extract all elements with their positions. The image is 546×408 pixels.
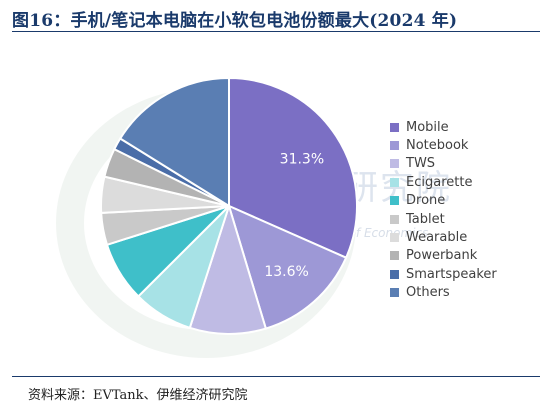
pie-slice-notebook: [227, 204, 348, 330]
legend-swatch: [390, 288, 399, 298]
legend-label: Powerbank: [406, 248, 478, 264]
legend-item-tws: TWS: [390, 155, 497, 173]
pie-slice-others: [118, 76, 230, 208]
legend-swatch: [390, 233, 399, 243]
legend-label: Wearable: [406, 230, 468, 246]
legend-item-wearable: Wearable: [390, 228, 497, 246]
legend-item-tablet: Tablet: [390, 210, 497, 228]
legend-label: Tablet: [406, 211, 445, 227]
legend-swatch: [390, 141, 399, 151]
legend-item-notebook: Notebook: [390, 136, 497, 154]
legend-label: TWS: [406, 156, 436, 172]
legend-label: Smartspeaker: [406, 266, 497, 282]
pie-chart: 31.3% 13.6%: [100, 76, 358, 335]
legend-swatch: [390, 159, 399, 169]
source-divider: [12, 376, 540, 377]
legend-swatch: [390, 269, 399, 279]
legend-item-mobile: Mobile: [390, 118, 497, 136]
legend-label: Ecigarette: [406, 174, 473, 190]
chart-title: 图16：手机/笔记本电脑在小软包电池份额最大(2024 年): [12, 11, 458, 31]
chart-legend: Mobile Notebook TWS Ecigarette Drone Tablet We…: [390, 118, 497, 302]
legend-label: Notebook: [406, 138, 469, 154]
data-label-mobile: 31.3%: [280, 152, 324, 168]
legend-label: Mobile: [406, 119, 449, 135]
title-divider: [12, 31, 540, 32]
legend-swatch: [390, 196, 399, 206]
legend-item-drone: Drone: [390, 192, 497, 210]
legend-swatch: [390, 214, 399, 224]
pie-slices: [100, 76, 358, 335]
legend-label: Drone: [406, 193, 446, 209]
legend-item-powerbank: Powerbank: [390, 247, 497, 265]
source-note: 资料来源：EVTank、伊维经济研究院: [28, 388, 248, 403]
legend-swatch: [390, 122, 399, 132]
legend-swatch: [390, 177, 399, 187]
pie-slice-tws: [188, 202, 268, 335]
legend-item-ecigarette: Ecigarette: [390, 173, 497, 191]
pie-data-labels: 31.3% 13.6%: [264, 152, 324, 281]
pie-slice-mobile: [228, 76, 358, 260]
legend-item-smartspeaker: Smartspeaker: [390, 265, 497, 283]
legend-label: Others: [406, 285, 450, 301]
data-label-notebook: 13.6%: [264, 264, 308, 280]
legend-item-others: Others: [390, 284, 497, 302]
legend-swatch: [390, 251, 399, 261]
